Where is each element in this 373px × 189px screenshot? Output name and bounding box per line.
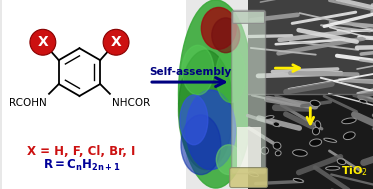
Bar <box>237 127 261 167</box>
Ellipse shape <box>293 178 303 182</box>
FancyBboxPatch shape <box>230 168 267 187</box>
Ellipse shape <box>261 147 269 154</box>
Ellipse shape <box>344 132 355 140</box>
Ellipse shape <box>201 7 236 49</box>
Text: TiO$_2$: TiO$_2$ <box>341 164 368 178</box>
FancyBboxPatch shape <box>233 11 264 23</box>
Ellipse shape <box>180 95 208 145</box>
Ellipse shape <box>275 151 281 156</box>
Ellipse shape <box>342 118 356 124</box>
Text: $\mathbf{R = C_nH_{2n+1}}$: $\mathbf{R = C_nH_{2n+1}}$ <box>43 158 120 173</box>
Ellipse shape <box>292 150 307 156</box>
Ellipse shape <box>337 159 346 165</box>
Bar <box>248 94 373 189</box>
Text: X: X <box>37 35 48 49</box>
Ellipse shape <box>178 0 253 188</box>
Bar <box>2 0 186 189</box>
Ellipse shape <box>359 99 367 103</box>
Text: X = H, F, Cl, Br, I: X = H, F, Cl, Br, I <box>27 145 136 158</box>
Ellipse shape <box>273 142 281 149</box>
Text: RCOHN: RCOHN <box>9 98 47 108</box>
Ellipse shape <box>212 18 240 53</box>
Ellipse shape <box>248 172 258 177</box>
Ellipse shape <box>182 45 214 95</box>
Circle shape <box>30 29 56 55</box>
Ellipse shape <box>310 139 322 146</box>
Ellipse shape <box>315 121 321 128</box>
FancyBboxPatch shape <box>232 10 266 174</box>
Bar <box>248 0 373 94</box>
Ellipse shape <box>324 138 337 142</box>
Ellipse shape <box>273 122 280 126</box>
Text: X: X <box>111 35 122 49</box>
Ellipse shape <box>216 145 241 175</box>
Ellipse shape <box>264 116 274 119</box>
Ellipse shape <box>326 166 340 170</box>
Ellipse shape <box>310 100 320 107</box>
Circle shape <box>103 29 129 55</box>
Ellipse shape <box>216 48 246 102</box>
Ellipse shape <box>186 90 236 170</box>
Ellipse shape <box>181 115 221 175</box>
Ellipse shape <box>313 127 320 135</box>
Ellipse shape <box>178 50 233 170</box>
Text: Self-assembly: Self-assembly <box>149 67 231 77</box>
Text: NHCOR: NHCOR <box>112 98 150 108</box>
